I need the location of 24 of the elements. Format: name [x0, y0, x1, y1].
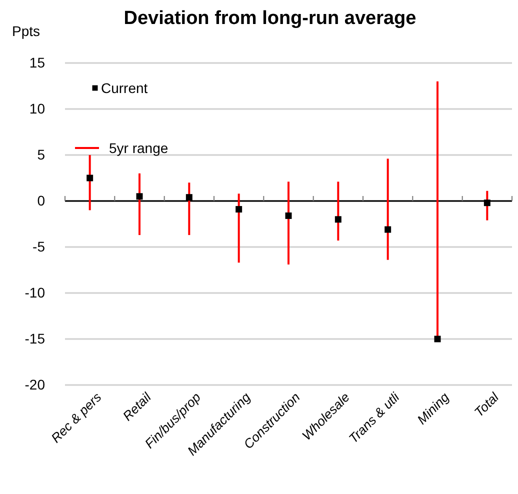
y-tick-label: 15	[29, 54, 46, 70]
y-tick-label: 5	[37, 146, 46, 162]
bar	[138, 173, 140, 236]
point	[86, 174, 94, 182]
point	[384, 226, 392, 233]
y-tick-label: -15	[24, 330, 46, 346]
point	[236, 206, 242, 213]
point	[285, 212, 292, 219]
y-axis-title: Ppts	[12, 23, 40, 39]
bar	[386, 158, 389, 260]
y-tick-label: 10	[29, 100, 46, 116]
chart-title: Deviation from long-run average	[124, 8, 416, 29]
point	[186, 194, 192, 201]
legend-label: 5yr range	[109, 140, 168, 156]
point	[484, 200, 490, 206]
point	[136, 193, 143, 200]
point	[334, 216, 342, 223]
y-tick-label: -10	[24, 284, 46, 300]
bar	[238, 194, 240, 263]
y-tick-label: 0	[37, 192, 46, 208]
y-tick-label: -20	[24, 376, 46, 392]
bar	[288, 182, 290, 264]
y-tick-label: -5	[32, 238, 46, 254]
legend-label: Current	[101, 80, 148, 96]
